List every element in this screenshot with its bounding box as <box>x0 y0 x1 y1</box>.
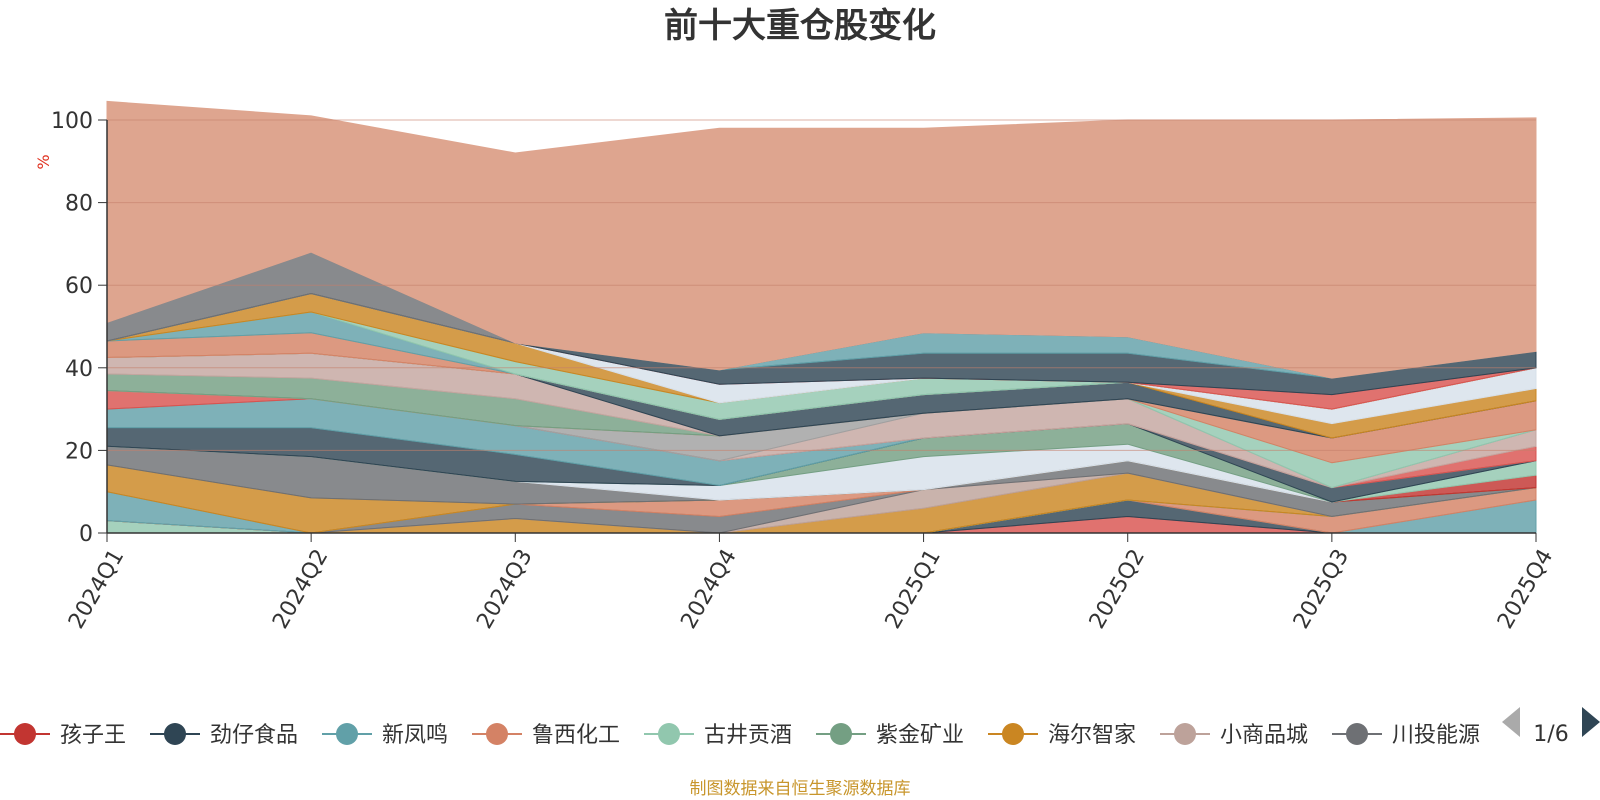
legend-next-icon[interactable] <box>1582 707 1600 737</box>
legend-item[interactable]: 小商品城 <box>1160 723 1308 748</box>
y-tick-label: 0 <box>79 522 93 547</box>
legend-item[interactable]: 古井贡酒 <box>644 723 792 748</box>
legend-marker-icon <box>1002 723 1024 745</box>
legend: 孩子王 劲仔食品 新凤鸣 鲁西化工 古井贡酒 紫金矿业 海尔智家 小商品城 川投能源 <box>0 723 1480 748</box>
legend-marker-icon <box>658 723 680 745</box>
legend-item[interactable]: 紫金矿业 <box>816 723 964 748</box>
legend-marker-icon <box>164 723 186 745</box>
legend-prev-icon[interactable] <box>1502 707 1520 737</box>
legend-marker-icon <box>1174 723 1196 745</box>
x-tick-label: 2025Q3 <box>1289 545 1354 633</box>
y-axis-unit: % <box>34 154 53 169</box>
legend-item[interactable]: 劲仔食品 <box>150 723 298 748</box>
plot-areas <box>106 100 1537 534</box>
source-note: 制图数据来自恒生聚源数据库 <box>690 779 911 799</box>
legend-pager: 1/6 <box>1502 707 1600 747</box>
legend-marker-icon <box>486 723 508 745</box>
legend-label: 古井贡酒 <box>704 723 792 748</box>
legend-item[interactable]: 孩子王 <box>0 723 126 748</box>
y-tick-label: 20 <box>65 439 93 464</box>
y-tick-label: 100 <box>51 109 93 134</box>
legend-label: 小商品城 <box>1220 723 1308 748</box>
legend-marker-icon <box>14 723 36 745</box>
legend-label: 鲁西化工 <box>532 723 620 748</box>
legend-label: 海尔智家 <box>1048 723 1136 748</box>
legend-label: 孩子王 <box>60 723 126 748</box>
legend-label: 新凤鸣 <box>382 723 448 748</box>
area-series-38[interactable] <box>106 100 1537 379</box>
y-tick-label: 40 <box>65 357 93 382</box>
x-tick-label: 2024Q1 <box>64 545 129 633</box>
legend-item[interactable]: 鲁西化工 <box>472 723 620 748</box>
legend-item[interactable]: 海尔智家 <box>988 723 1136 748</box>
x-tick-label: 2024Q2 <box>268 545 333 633</box>
chart-title: 前十大重仓股变化 <box>664 6 936 46</box>
legend-label: 紫金矿业 <box>876 723 964 748</box>
legend-label: 劲仔食品 <box>210 723 298 748</box>
legend-marker-icon <box>830 723 852 745</box>
y-tick-label: 80 <box>65 192 93 217</box>
legend-item[interactable]: 川投能源 <box>1332 723 1480 748</box>
x-tick-label: 2024Q3 <box>472 545 537 633</box>
x-tick-label: 2025Q4 <box>1493 545 1558 633</box>
gridlines <box>107 119 1536 451</box>
legend-marker-icon <box>1346 723 1368 745</box>
legend-item[interactable]: 新凤鸣 <box>322 723 448 748</box>
x-tick-label: 2024Q4 <box>676 545 741 633</box>
legend-marker-icon <box>336 723 358 745</box>
x-tick-label: 2025Q1 <box>881 545 946 633</box>
legend-label: 川投能源 <box>1392 723 1480 748</box>
x-tick-label: 2025Q2 <box>1085 545 1150 633</box>
legend-page-indicator: 1/6 <box>1533 722 1568 747</box>
y-tick-label: 60 <box>65 274 93 299</box>
